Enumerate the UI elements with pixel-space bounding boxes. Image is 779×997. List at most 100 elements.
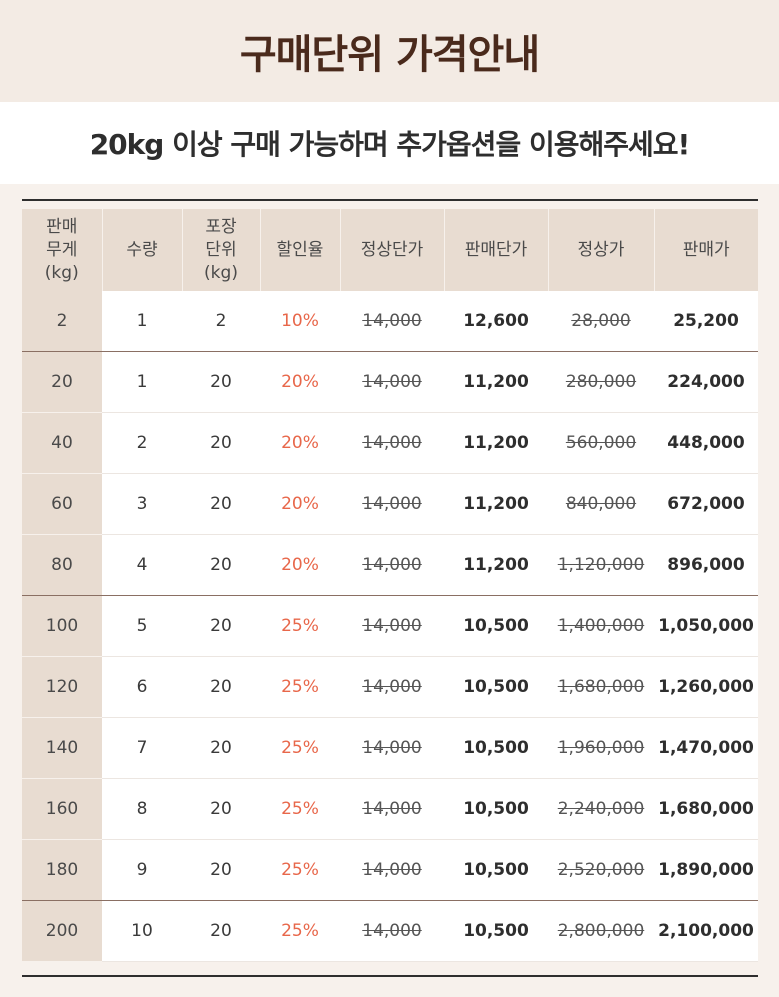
title-band: 구매단위 가격안내 xyxy=(0,0,779,102)
cell-regular-unit-price: 14,000 xyxy=(340,656,444,718)
cell-sale-price: 1,680,000 xyxy=(654,778,758,840)
cell-regular-price: 2,800,000 xyxy=(548,900,654,962)
header-line: 수량 xyxy=(126,239,158,260)
header-line: (kg) xyxy=(44,262,79,283)
table-row: 140 7 20 25% 14,000 10,500 1,960,000 1,470,000 xyxy=(22,717,758,779)
cell-weight: 140 xyxy=(22,717,102,779)
cell-sale-price: 25,200 xyxy=(654,291,758,352)
cell-discount-rate: 25% xyxy=(260,595,340,657)
table-row: 2 1 2 10% 14,000 12,600 28,000 25,200 xyxy=(22,291,758,352)
cell-weight: 120 xyxy=(22,656,102,718)
cell-regular-price: 280,000 xyxy=(548,351,654,413)
cell-discount-rate: 25% xyxy=(260,656,340,718)
cell-weight: 180 xyxy=(22,839,102,901)
cell-discount-rate: 25% xyxy=(260,717,340,779)
cell-quantity: 7 xyxy=(102,717,182,779)
cell-sale-unit-price: 11,200 xyxy=(444,473,548,535)
table-header-row: 판매 무게 (kg) 수량 포장 단위 (kg) 할인율 정상단가 판매단가 정상가 판매가 xyxy=(22,209,758,291)
page-subtitle: 20kg 이상 구매 가능하며 추가옵션을 이용해주세요! xyxy=(89,128,691,161)
header-sale-unit-price: 판매단가 xyxy=(444,209,549,291)
table-row: 80 4 20 20% 14,000 11,200 1,120,000 896,000 xyxy=(22,534,758,596)
cell-regular-unit-price: 14,000 xyxy=(340,717,444,779)
cell-regular-price: 2,240,000 xyxy=(548,778,654,840)
bottom-rule xyxy=(22,975,758,977)
cell-sale-price: 2,100,000 xyxy=(654,900,758,962)
header-quantity: 수량 xyxy=(102,209,183,291)
cell-pack-unit: 20 xyxy=(182,412,260,474)
page-title: 구매단위 가격안내 xyxy=(239,32,540,78)
cell-regular-unit-price: 14,000 xyxy=(340,291,444,352)
cell-discount-rate: 25% xyxy=(260,778,340,840)
cell-discount-rate: 10% xyxy=(260,291,340,352)
cell-discount-rate: 25% xyxy=(260,900,340,962)
cell-pack-unit: 20 xyxy=(182,717,260,779)
cell-sale-unit-price: 10,500 xyxy=(444,717,548,779)
cell-sale-unit-price: 10,500 xyxy=(444,839,548,901)
cell-discount-rate: 25% xyxy=(260,839,340,901)
cell-sale-unit-price: 12,600 xyxy=(444,291,548,352)
cell-regular-price: 1,120,000 xyxy=(548,534,654,596)
cell-weight: 40 xyxy=(22,412,102,474)
cell-pack-unit: 20 xyxy=(182,839,260,901)
header-line: 단위 xyxy=(205,239,237,260)
cell-weight: 60 xyxy=(22,473,102,535)
cell-sale-price: 896,000 xyxy=(654,534,758,596)
header-line: 판매 xyxy=(46,216,78,237)
header-line: (kg) xyxy=(204,262,238,283)
table-row: 120 6 20 25% 14,000 10,500 1,680,000 1,260,000 xyxy=(22,656,758,718)
cell-sale-unit-price: 10,500 xyxy=(444,656,548,718)
header-line: 판매단가 xyxy=(464,239,528,260)
cell-pack-unit: 20 xyxy=(182,534,260,596)
cell-weight: 100 xyxy=(22,595,102,657)
table-row: 200 10 20 25% 14,000 10,500 2,800,000 2,100,000 xyxy=(22,900,758,962)
top-rule xyxy=(22,199,758,201)
cell-sale-price: 1,470,000 xyxy=(654,717,758,779)
cell-regular-price: 1,400,000 xyxy=(548,595,654,657)
header-discount-rate: 할인율 xyxy=(260,209,341,291)
cell-regular-unit-price: 14,000 xyxy=(340,351,444,413)
cell-quantity: 4 xyxy=(102,534,182,596)
header-pack-unit: 포장 단위 (kg) xyxy=(182,209,261,291)
header-line: 정상단가 xyxy=(360,239,424,260)
cell-weight: 160 xyxy=(22,778,102,840)
table-row: 180 9 20 25% 14,000 10,500 2,520,000 1,890,000 xyxy=(22,839,758,901)
cell-sale-price: 1,050,000 xyxy=(654,595,758,657)
cell-weight: 20 xyxy=(22,351,102,413)
cell-quantity: 8 xyxy=(102,778,182,840)
cell-pack-unit: 20 xyxy=(182,900,260,962)
cell-sale-price: 1,260,000 xyxy=(654,656,758,718)
cell-pack-unit: 20 xyxy=(182,473,260,535)
cell-sale-unit-price: 11,200 xyxy=(444,412,548,474)
table-row: 160 8 20 25% 14,000 10,500 2,240,000 1,680,000 xyxy=(22,778,758,840)
cell-regular-price: 840,000 xyxy=(548,473,654,535)
cell-sale-price: 224,000 xyxy=(654,351,758,413)
cell-regular-price: 560,000 xyxy=(548,412,654,474)
cell-quantity: 1 xyxy=(102,351,182,413)
cell-quantity: 10 xyxy=(102,900,182,962)
table-row: 40 2 20 20% 14,000 11,200 560,000 448,000 xyxy=(22,412,758,474)
cell-regular-unit-price: 14,000 xyxy=(340,900,444,962)
header-weight: 판매 무게 (kg) xyxy=(22,209,103,291)
cell-regular-price: 28,000 xyxy=(548,291,654,352)
header-line: 정상가 xyxy=(577,239,625,260)
cell-regular-unit-price: 14,000 xyxy=(340,534,444,596)
cell-quantity: 3 xyxy=(102,473,182,535)
cell-quantity: 6 xyxy=(102,656,182,718)
cell-sale-price: 448,000 xyxy=(654,412,758,474)
cell-sale-unit-price: 10,500 xyxy=(444,778,548,840)
header-line: 무게 xyxy=(46,239,78,260)
cell-regular-unit-price: 14,000 xyxy=(340,473,444,535)
cell-sale-unit-price: 11,200 xyxy=(444,534,548,596)
cell-pack-unit: 20 xyxy=(182,656,260,718)
cell-pack-unit: 20 xyxy=(182,778,260,840)
cell-discount-rate: 20% xyxy=(260,351,340,413)
cell-weight: 200 xyxy=(22,900,102,962)
cell-regular-unit-price: 14,000 xyxy=(340,595,444,657)
table-body: 2 1 2 10% 14,000 12,600 28,000 25,200 20 1 20 20% 14… xyxy=(22,291,758,962)
cell-discount-rate: 20% xyxy=(260,412,340,474)
cell-quantity: 1 xyxy=(102,291,182,352)
subtitle-band: 20kg 이상 구매 가능하며 추가옵션을 이용해주세요! xyxy=(0,102,779,184)
header-regular-price: 정상가 xyxy=(548,209,655,291)
header-regular-unit-price: 정상단가 xyxy=(340,209,445,291)
